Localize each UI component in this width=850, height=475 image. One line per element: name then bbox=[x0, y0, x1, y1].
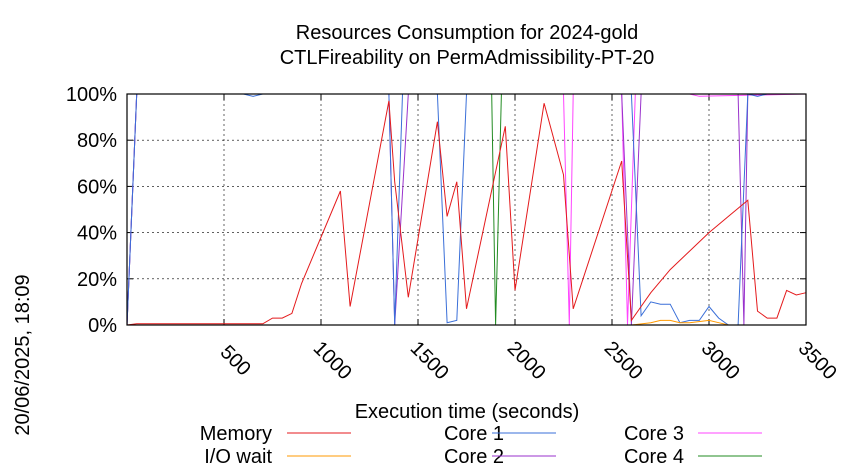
legend-label: I/O wait bbox=[204, 446, 272, 468]
x-tick-label: 2500 bbox=[600, 337, 647, 384]
y-tick-label: 0% bbox=[88, 315, 117, 337]
x-tick-label: 3500 bbox=[794, 337, 841, 384]
legend-label: Core 4 bbox=[624, 446, 684, 468]
legend-label: Core 3 bbox=[624, 423, 684, 445]
x-tick-label: 2000 bbox=[503, 337, 550, 384]
y-tick-label: 60% bbox=[77, 176, 117, 198]
grid-lines bbox=[127, 94, 806, 325]
y-axis-ticks: 0% 20% 40% 60% 80% 100% bbox=[66, 84, 806, 337]
series-line-i-o-wait bbox=[127, 319, 806, 326]
series-line-core-2 bbox=[126, 93, 806, 326]
series-line-core-3 bbox=[126, 93, 807, 326]
x-tick-label: 1000 bbox=[309, 337, 356, 384]
legend-label: Core 2 bbox=[444, 446, 504, 468]
chart-title-line-2: CTLFireability on PermAdmissibility-PT-2… bbox=[280, 47, 655, 69]
series-line-core-4 bbox=[126, 93, 806, 326]
timestamp-label: 20/06/2025, 18:09 bbox=[12, 274, 34, 435]
y-tick-label: 40% bbox=[77, 223, 117, 245]
x-tick-label: 500 bbox=[216, 341, 255, 380]
plot-frame bbox=[126, 93, 807, 326]
x-tick-label: 3000 bbox=[697, 337, 744, 384]
legend-label: Core 1 bbox=[444, 423, 504, 445]
chart-title-line-1: Resources Consumption for 2024-gold bbox=[296, 22, 638, 44]
legend-label: Memory bbox=[200, 423, 272, 445]
y-tick-label: 100% bbox=[66, 84, 117, 106]
y-tick-label: 20% bbox=[77, 269, 117, 291]
series-line-core-1 bbox=[126, 93, 806, 326]
x-tick-label: 1500 bbox=[406, 337, 453, 384]
series-lines bbox=[126, 93, 807, 326]
y-tick-label: 80% bbox=[77, 130, 117, 152]
x-axis-label: Execution time (seconds) bbox=[355, 401, 580, 423]
series-line-memory bbox=[126, 100, 807, 326]
